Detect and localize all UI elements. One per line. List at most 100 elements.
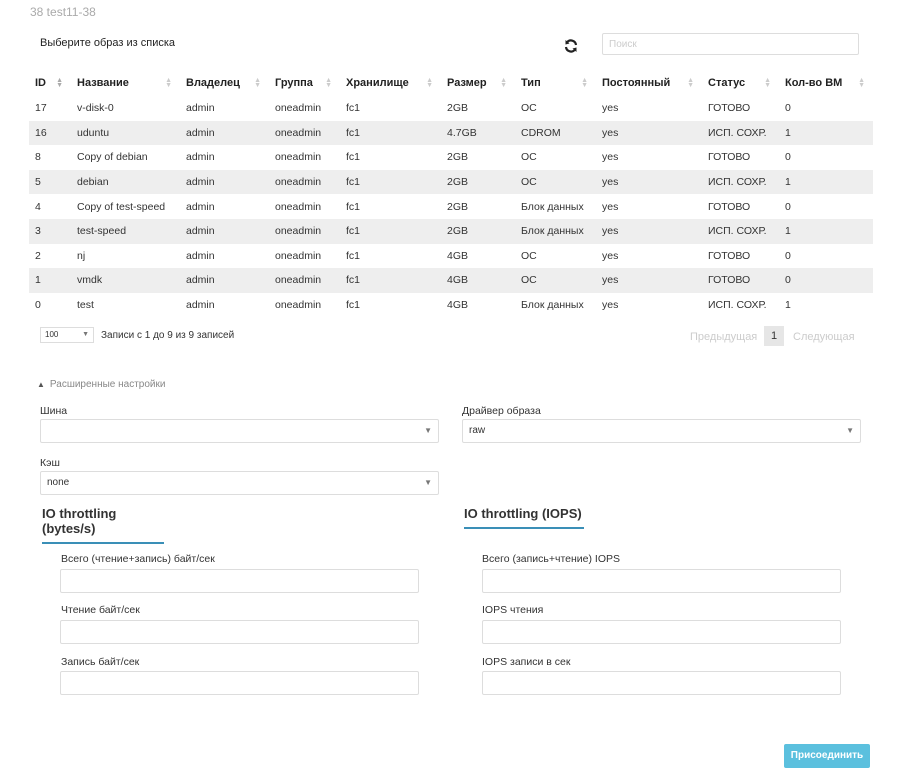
sort-icon: ▲ ▼ (325, 77, 332, 89)
cell-type: Блок данных (521, 200, 584, 213)
column-header-persistent[interactable]: Постоянный ▲ ▼ (602, 77, 694, 89)
sort-icon: ▲ ▼ (426, 77, 433, 89)
cell-owner: admin (180, 120, 269, 146)
cell-owner: admin (186, 102, 215, 115)
cell-id: 1 (29, 268, 71, 293)
table-row[interactable]: 16 uduntu admin oneadmin fc1 4.7GB CDROM yes ИСП… (29, 120, 873, 146)
sort-icon: ▲ ▼ (858, 77, 865, 89)
cell-datastore: fc1 (346, 299, 361, 312)
io-throttling-iops-heading: IO throttling (IOPS) (464, 506, 584, 529)
cell-group: oneadmin (269, 169, 340, 195)
chevron-down-icon: ▼ (846, 426, 854, 435)
cache-select[interactable]: none ▼ (40, 471, 439, 495)
table-row[interactable]: 17 v-disk-0 admin oneadmin fc1 2GB OC yes ГОТОВО… (29, 96, 873, 121)
records-info: Записи с 1 до 9 из 9 записей (101, 330, 235, 341)
cell-id: 5 (29, 169, 71, 195)
cell-size: 2GB (447, 151, 469, 164)
cell-status: ИСП. СОХР. (708, 299, 767, 312)
page-1-button[interactable]: 1 (764, 326, 784, 346)
column-header-id[interactable]: ID ▲ ▼ (35, 77, 63, 89)
column-header-status[interactable]: Статус ▲ ▼ (708, 77, 771, 89)
refresh-icon[interactable] (563, 38, 579, 54)
column-header-size[interactable]: Размер ▲ ▼ (447, 77, 507, 89)
cell-status: ИСП. СОХР. (702, 169, 779, 195)
column-header-datastore[interactable]: Хранилище ▲ ▼ (346, 77, 433, 89)
table-row[interactable]: 3 test-speed admin oneadmin fc1 2GB Блок данны… (29, 218, 873, 244)
cell-size: 2GB (441, 218, 515, 244)
column-header-vm-count[interactable]: Кол-во ВМ ▲ ▼ (785, 77, 865, 89)
image-list-title: Выберите образ из списка (40, 37, 176, 49)
cell-size: 2GB (447, 200, 469, 213)
driver-select[interactable]: raw ▼ (462, 419, 861, 443)
table-row[interactable]: 0 test admin oneadmin fc1 4GB Блок данных yes ИС… (29, 293, 873, 318)
cell-size: 4.7GB (441, 120, 515, 146)
cache-label: Кэш (40, 457, 60, 469)
advanced-settings-toggle[interactable]: ▲ Расширенные настройки (37, 379, 165, 390)
chevron-down-icon: ▼ (424, 426, 432, 435)
cell-vm-count: 0 (785, 102, 791, 115)
cell-name: vmdk (71, 268, 180, 293)
write-iops-input[interactable] (482, 671, 841, 695)
cell-vm-count: 0 (785, 200, 791, 213)
cell-owner: admin (180, 218, 269, 244)
advanced-settings-label: Расширенные настройки (49, 379, 166, 390)
cell-persistent: yes (602, 200, 619, 213)
sort-icon: ▲ ▼ (764, 77, 771, 89)
cell-datastore: fc1 (346, 200, 361, 213)
cell-vm-count: 0 (785, 151, 791, 164)
cell-status: ИСП. СОХР. (702, 120, 779, 146)
cell-id: 3 (29, 218, 71, 244)
cell-size: 2GB (447, 102, 469, 115)
next-page-button[interactable]: Следующая (793, 331, 855, 343)
table-row[interactable]: 1 vmdk admin oneadmin fc1 4GB OC yes ГОТОВО 0 (29, 268, 873, 293)
cell-vm-count: 1 (779, 120, 873, 146)
cell-name: test-speed (71, 218, 180, 244)
cell-size: 4GB (441, 268, 515, 293)
total-iops-input[interactable] (482, 569, 841, 593)
table-row[interactable]: 2 nj admin oneadmin fc1 4GB OC yes ГОТОВО 0 (29, 244, 873, 269)
cell-type: Блок данных (521, 299, 584, 312)
breadcrumb: 38 test11-38 (30, 5, 96, 19)
total-bytes-input[interactable] (60, 569, 419, 593)
table-header-row: ID ▲ ▼ Название ▲ ▼ Владелец ▲ ▼ Группа ▲ ▼ Хран… (29, 70, 873, 96)
cell-type: OC (521, 249, 537, 262)
cell-type: Блок данных (515, 218, 596, 244)
page-size-select[interactable]: 100 ▼ (40, 327, 94, 343)
cell-owner: admin (180, 268, 269, 293)
cell-datastore: fc1 (340, 218, 441, 244)
cell-group: oneadmin (275, 102, 322, 115)
sort-icon: ▲ ▼ (254, 77, 261, 89)
read-iops-input[interactable] (482, 620, 841, 644)
table-row[interactable]: 5 debian admin oneadmin fc1 2GB OC yes ИСП. СОХР… (29, 169, 873, 195)
sort-icon: ▲ ▼ (500, 77, 507, 89)
cell-owner: admin (186, 299, 215, 312)
cell-group: oneadmin (275, 200, 322, 213)
images-table: ID ▲ ▼ Название ▲ ▼ Владелец ▲ ▼ Группа ▲ ▼ Хран… (29, 70, 873, 317)
cell-name: debian (71, 169, 180, 195)
cell-id: 0 (35, 299, 41, 312)
column-header-type[interactable]: Тип ▲ ▼ (521, 77, 588, 89)
prev-page-button[interactable]: Предыдущая (690, 331, 758, 343)
column-header-name[interactable]: Название ▲ ▼ (77, 77, 172, 89)
cell-group: oneadmin (275, 299, 322, 312)
table-row[interactable]: 8 Copy of debian admin oneadmin fc1 2GB OC yes Г… (29, 145, 873, 170)
cell-status: ГОТОВО (708, 102, 751, 115)
total-iops-label: Всего (запись+чтение) IOPS (482, 553, 621, 565)
io-throttling-bytes-heading: IO throttling (bytes/s) (42, 506, 164, 544)
search-input[interactable] (602, 33, 859, 55)
cell-name: nj (77, 249, 86, 262)
cell-status: ГОТОВО (702, 268, 779, 293)
bus-select[interactable]: ▼ (40, 419, 439, 443)
read-bytes-input[interactable] (60, 620, 419, 644)
cell-owner: admin (186, 249, 215, 262)
cell-name: v-disk-0 (77, 102, 114, 115)
cell-name: Copy of debian (77, 151, 148, 164)
write-bytes-input[interactable] (60, 671, 419, 695)
attach-button[interactable]: Присоединить (784, 744, 870, 768)
cell-type: OC (515, 169, 596, 195)
column-header-owner[interactable]: Владелец ▲ ▼ (186, 77, 261, 89)
column-header-group[interactable]: Группа ▲ ▼ (275, 77, 332, 89)
chevron-down-icon: ▼ (82, 331, 89, 338)
table-row[interactable]: 4 Copy of test-speed admin oneadmin fc1 2GB Бл… (29, 194, 873, 219)
cell-size: 4GB (447, 299, 469, 312)
